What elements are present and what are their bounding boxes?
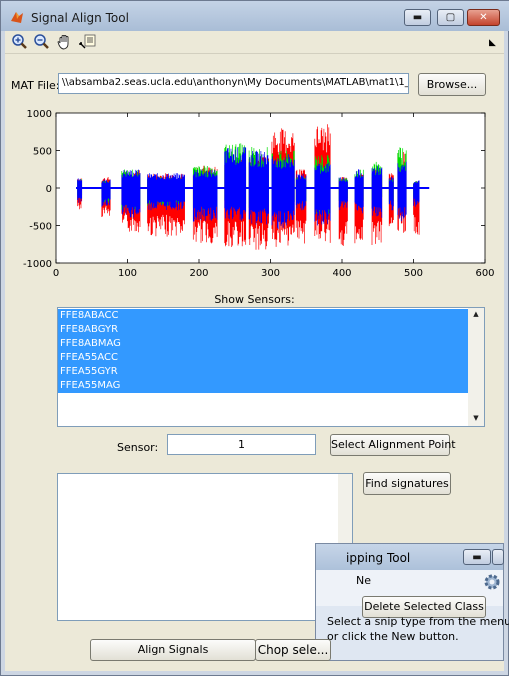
y-tick-label: 1000 bbox=[27, 109, 52, 120]
snipping-tool-title: ipping Tool bbox=[346, 551, 411, 565]
sensor-list-item[interactable]: FFEA55ACC bbox=[58, 351, 468, 365]
snipping-hint-line: or click the New button. bbox=[327, 630, 459, 643]
signal-series-blue-segment-15 bbox=[413, 180, 420, 207]
pan-hand-icon[interactable] bbox=[56, 34, 74, 50]
x-tick-label: 0 bbox=[53, 268, 59, 279]
align-signals-button[interactable]: Align Signals bbox=[90, 639, 256, 661]
maximize-button[interactable]: ▢ bbox=[437, 9, 464, 26]
y-tick-label: 500 bbox=[33, 147, 52, 158]
sensor-list-item[interactable]: FFE8ABACC bbox=[58, 309, 468, 323]
signal-series-blue-segment-10 bbox=[338, 177, 348, 211]
y-tick-label: -500 bbox=[29, 222, 52, 233]
figure-toolbar: ◣ bbox=[5, 31, 504, 54]
sensor-list-item[interactable]: FFE8ABMAG bbox=[58, 337, 468, 351]
y-tick-label: 0 bbox=[46, 184, 52, 195]
sensor-list-item[interactable]: FFEA55MAG bbox=[58, 379, 468, 393]
sensor-list-scrollbar[interactable]: ▲ ▼ bbox=[468, 308, 484, 426]
snipping-maximize-button[interactable] bbox=[492, 549, 504, 565]
snipping-new-button[interactable]: Ne bbox=[356, 574, 371, 587]
find-signatures-button[interactable]: Find signatures bbox=[363, 472, 451, 495]
snipping-hint-line: Select a snip type from the menu bbox=[327, 615, 509, 628]
x-tick-label: 400 bbox=[332, 268, 351, 279]
gear-icon[interactable] bbox=[482, 572, 502, 592]
signal-plot-svg: 0 100 200 300 400 500 600 1000 500 0 -500 -1000 bbox=[23, 109, 495, 279]
mat-file-label: MAT File: bbox=[11, 79, 60, 92]
scroll-down-icon[interactable]: ▼ bbox=[473, 414, 479, 422]
chop-selected-button[interactable]: Chop sele... bbox=[255, 639, 331, 661]
select-alignment-point-button[interactable]: Select Alignment Point bbox=[330, 434, 456, 456]
x-tick-label: 300 bbox=[261, 268, 280, 279]
snipping-minimize-button[interactable]: ▬ bbox=[463, 549, 491, 565]
y-tick-label: -1000 bbox=[23, 259, 52, 270]
sensor-label: Sensor: bbox=[117, 441, 159, 454]
sensor-number-field[interactable]: 1 bbox=[167, 434, 316, 455]
minimize-icon: ▬ bbox=[472, 552, 482, 563]
matlab-app-icon bbox=[11, 12, 23, 23]
scroll-up-icon[interactable]: ▲ bbox=[473, 310, 479, 318]
minimize-button[interactable]: ▬ bbox=[404, 9, 431, 26]
signal-series-blue-segment-13 bbox=[388, 176, 394, 211]
x-tick-label: 200 bbox=[189, 268, 208, 279]
x-tick-label: 500 bbox=[404, 268, 423, 279]
x-tick-label: 600 bbox=[475, 268, 494, 279]
show-sensors-label: Show Sensors: bbox=[214, 293, 295, 306]
window-title: Signal Align Tool bbox=[31, 11, 129, 25]
zoom-in-icon[interactable] bbox=[11, 34, 29, 50]
title-bar[interactable]: Signal Align Tool ▬ ▢ ✕ bbox=[1, 1, 509, 31]
maximize-icon: ▢ bbox=[445, 12, 456, 23]
signal-series-blue-segment-5 bbox=[224, 147, 247, 221]
snipping-tool-title-bar[interactable]: ipping Tool ▬ bbox=[316, 544, 504, 570]
signal-plot: 0 100 200 300 400 500 600 1000 500 0 -500 -1000 bbox=[5, 103, 504, 283]
zoom-out-icon[interactable] bbox=[33, 34, 51, 50]
browse-button[interactable]: Browse... bbox=[418, 73, 486, 96]
signal-series-blue-segment-4 bbox=[192, 169, 218, 222]
sensor-list-item[interactable]: FFE8ABGYR bbox=[58, 323, 468, 337]
signatures-listbox[interactable]: ▼ bbox=[57, 473, 353, 621]
data-cursor-icon[interactable] bbox=[79, 34, 97, 50]
x-tick-label: 100 bbox=[118, 268, 137, 279]
signal-series-blue-segment-9 bbox=[314, 162, 331, 226]
close-button[interactable]: ✕ bbox=[467, 9, 500, 26]
toolbar-dock-arrow-icon[interactable]: ◣ bbox=[489, 38, 496, 48]
close-icon: ✕ bbox=[479, 12, 488, 23]
delete-selected-class-button[interactable]: Delete Selected Class bbox=[362, 596, 486, 618]
minimize-icon: ▬ bbox=[412, 12, 423, 23]
client-area: ◣ MAT File: \\absamba2.seas.ucla.edu\ant… bbox=[5, 31, 509, 671]
sensor-list-item[interactable]: FFEA55GYR bbox=[58, 365, 468, 379]
mat-file-path-field[interactable]: \\absamba2.seas.ucla.edu\anthonyn\My Doc… bbox=[58, 73, 409, 94]
signal-series-blue-segment-1 bbox=[101, 179, 111, 207]
snipping-hint-text: Select a snip type from the menu or clic… bbox=[327, 614, 509, 644]
sensor-listbox[interactable]: FFE8ABACC FFE8ABGYR FFE8ABMAG FFEA55ACC … bbox=[57, 307, 485, 427]
